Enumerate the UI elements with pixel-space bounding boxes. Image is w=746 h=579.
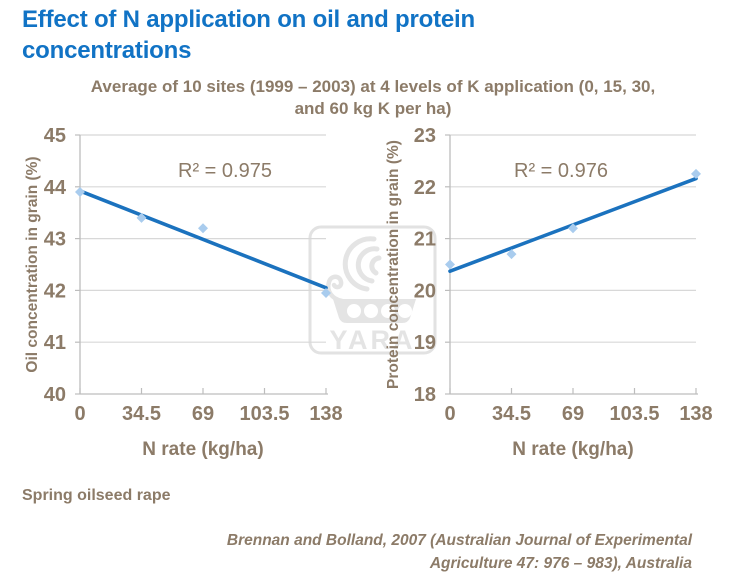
y-tick-label: 41 xyxy=(44,332,66,354)
data-point xyxy=(568,223,578,234)
y-tick-label: 40 xyxy=(44,384,66,406)
x-axis-title: N rate (kg/ha) xyxy=(512,439,633,460)
y-tick-label: 18 xyxy=(414,384,436,406)
y-tick-label: 42 xyxy=(44,280,66,302)
y-tick-label: 20 xyxy=(414,280,436,302)
chart-subtitle: Average of 10 sites (1999 – 2003) at 4 l… xyxy=(0,76,746,121)
citation-line1: Brennan and Bolland, 2007 (Australian Jo… xyxy=(226,532,692,549)
yara-watermark-logo: YARA xyxy=(308,225,437,355)
x-tick-label: 34.5 xyxy=(492,403,531,425)
x-tick-label: 0 xyxy=(444,403,455,425)
citation-line2: Agriculture 47: 976 – 983), Australia xyxy=(429,554,692,572)
yara-ship-icon: YARA xyxy=(308,225,437,355)
y-tick-label: 19 xyxy=(414,332,436,354)
chart-subtitle-line1: Average of 10 sites (1999 – 2003) at 4 l… xyxy=(90,77,656,96)
y-tick-label: 22 xyxy=(414,177,436,199)
x-tick-label: 0 xyxy=(74,403,85,425)
citation: Brennan and Bolland, 2007 (Australian Jo… xyxy=(227,530,692,576)
chart-subtitle-line2: and 60 kg K per ha) xyxy=(294,99,452,119)
protein-concentration-chart: 18 19 20 21 22 23 0 34.5 69 103.5 138 R² = 0.976 N r… xyxy=(385,125,713,460)
x-tick-label: 103.5 xyxy=(609,403,659,425)
y-axis-title: Oil concentration in grain (%) xyxy=(24,156,41,372)
y-tick-label: 21 xyxy=(414,229,436,251)
oil-concentration-chart: 40 41 42 43 44 45 0 34.5 69 103.5 138 R² = 0.975 N r… xyxy=(24,125,343,460)
x-tick-label: 69 xyxy=(562,403,584,425)
x-tick-label: 138 xyxy=(309,403,342,425)
x-axis-title: N rate (kg/ha) xyxy=(142,439,263,460)
y-tick-label: 43 xyxy=(44,229,66,251)
data-point xyxy=(198,223,208,234)
data-point xyxy=(445,259,455,270)
x-tick-label: 34.5 xyxy=(122,403,161,425)
crop-note: Spring oilseed rape xyxy=(22,487,171,504)
y-tick-label: 23 xyxy=(414,125,436,147)
r-squared-label: R² = 0.976 xyxy=(514,160,608,182)
x-tick-label: 103.5 xyxy=(239,403,289,425)
page-title: Effect of N application on oil and prote… xyxy=(22,6,475,65)
data-point xyxy=(321,287,331,298)
watermark-text: YARA xyxy=(329,325,415,355)
x-tick-label: 69 xyxy=(192,403,214,425)
data-point xyxy=(691,168,701,179)
y-tick-label: 45 xyxy=(44,125,66,147)
data-point xyxy=(75,186,85,197)
data-point xyxy=(506,249,517,260)
data-point xyxy=(136,212,147,223)
x-tick-label: 138 xyxy=(679,403,712,425)
y-tick-label: 44 xyxy=(44,177,67,199)
trend-line xyxy=(78,189,328,290)
y-axis-title: Protein concentration in grain (%) xyxy=(385,140,402,389)
r-squared-label: R² = 0.975 xyxy=(178,160,272,182)
